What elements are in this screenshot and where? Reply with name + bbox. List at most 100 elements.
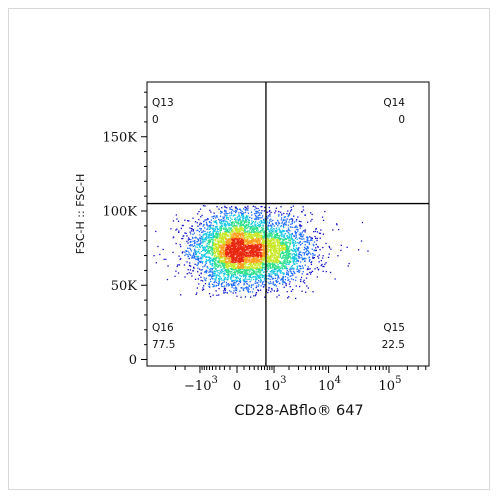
event-dot xyxy=(266,238,268,240)
event-dot xyxy=(212,236,214,238)
event-dot xyxy=(217,261,219,263)
event-dot xyxy=(212,286,214,288)
event-dot xyxy=(233,290,235,292)
event-dot xyxy=(223,287,226,289)
event-dot xyxy=(233,232,235,234)
event-dot xyxy=(196,222,198,224)
event-dot xyxy=(199,243,201,245)
event-dot xyxy=(283,241,285,244)
event-dot xyxy=(301,232,303,234)
event-dot xyxy=(289,260,291,262)
event-dot xyxy=(225,242,227,244)
event-dot xyxy=(252,257,255,259)
event-dot xyxy=(249,242,252,244)
event-dot xyxy=(261,241,263,244)
event-dot xyxy=(263,276,265,278)
event-dot xyxy=(222,216,224,218)
event-dot xyxy=(231,258,234,260)
event-dot xyxy=(244,280,246,282)
event-dot xyxy=(215,290,217,292)
event-dot xyxy=(269,210,271,212)
event-dot xyxy=(269,247,272,249)
event-dot xyxy=(239,280,241,282)
event-dot xyxy=(225,266,228,269)
event-dot xyxy=(282,252,284,254)
event-dot xyxy=(210,248,212,250)
event-dot xyxy=(212,225,214,227)
event-dot xyxy=(291,250,293,252)
event-dot xyxy=(257,243,259,245)
event-dot xyxy=(283,286,285,288)
event-dot xyxy=(241,221,243,223)
event-dot xyxy=(241,259,244,261)
event-dot xyxy=(318,254,320,256)
event-dot xyxy=(271,233,274,236)
event-dot xyxy=(270,291,272,293)
event-dot xyxy=(201,257,203,259)
event-dot xyxy=(238,238,240,240)
event-dot xyxy=(181,224,183,227)
event-dot xyxy=(255,218,257,221)
event-dot xyxy=(275,239,277,241)
event-dot xyxy=(243,220,245,222)
event-dot xyxy=(240,227,242,230)
event-dot xyxy=(266,253,268,255)
event-dot xyxy=(279,242,281,244)
event-dot xyxy=(231,230,233,232)
event-dot xyxy=(262,262,264,264)
event-dot xyxy=(296,270,298,273)
event-dot xyxy=(211,260,214,262)
event-dot xyxy=(205,262,207,264)
event-dot xyxy=(280,253,282,255)
event-dot xyxy=(286,238,288,240)
event-dot xyxy=(244,227,246,229)
event-dot xyxy=(202,236,204,238)
event-dot xyxy=(275,267,277,270)
event-dot xyxy=(261,257,264,259)
event-dot xyxy=(236,257,238,259)
event-dot xyxy=(248,245,251,247)
event-dot xyxy=(220,268,222,271)
event-dot xyxy=(272,246,275,248)
event-dot xyxy=(218,288,220,290)
event-dot xyxy=(254,222,256,224)
event-dot xyxy=(245,247,247,249)
event-dot xyxy=(259,277,261,279)
event-dot xyxy=(279,244,282,246)
event-dot xyxy=(255,257,257,259)
event-dot xyxy=(307,266,309,268)
event-dot xyxy=(243,262,245,264)
event-dot xyxy=(325,270,327,273)
event-dot xyxy=(252,228,254,230)
event-dot xyxy=(223,290,225,292)
event-dot xyxy=(219,256,222,258)
event-dot xyxy=(261,243,263,245)
event-dot xyxy=(212,272,214,274)
event-dot xyxy=(241,242,243,244)
event-dot xyxy=(226,271,228,274)
event-dot xyxy=(250,258,253,261)
event-dot xyxy=(263,231,266,233)
event-dot xyxy=(220,254,222,256)
event-dot xyxy=(317,246,319,248)
event-dot xyxy=(240,275,242,277)
event-dot xyxy=(295,236,298,238)
event-dot xyxy=(179,244,181,246)
event-dot xyxy=(211,275,213,278)
event-dot xyxy=(226,261,229,263)
event-dot xyxy=(277,237,279,239)
event-dot xyxy=(283,235,285,238)
event-dot xyxy=(212,238,214,240)
event-dot xyxy=(268,247,270,249)
event-dot xyxy=(190,244,192,246)
event-dot xyxy=(286,260,288,262)
event-dot xyxy=(247,255,249,257)
event-dot xyxy=(254,259,257,261)
event-dot xyxy=(319,232,322,235)
event-dot xyxy=(215,215,217,217)
event-dot xyxy=(192,230,194,232)
event-dot xyxy=(226,207,228,209)
event-dot xyxy=(287,248,290,250)
event-dot xyxy=(189,241,192,243)
event-dot xyxy=(232,272,235,274)
